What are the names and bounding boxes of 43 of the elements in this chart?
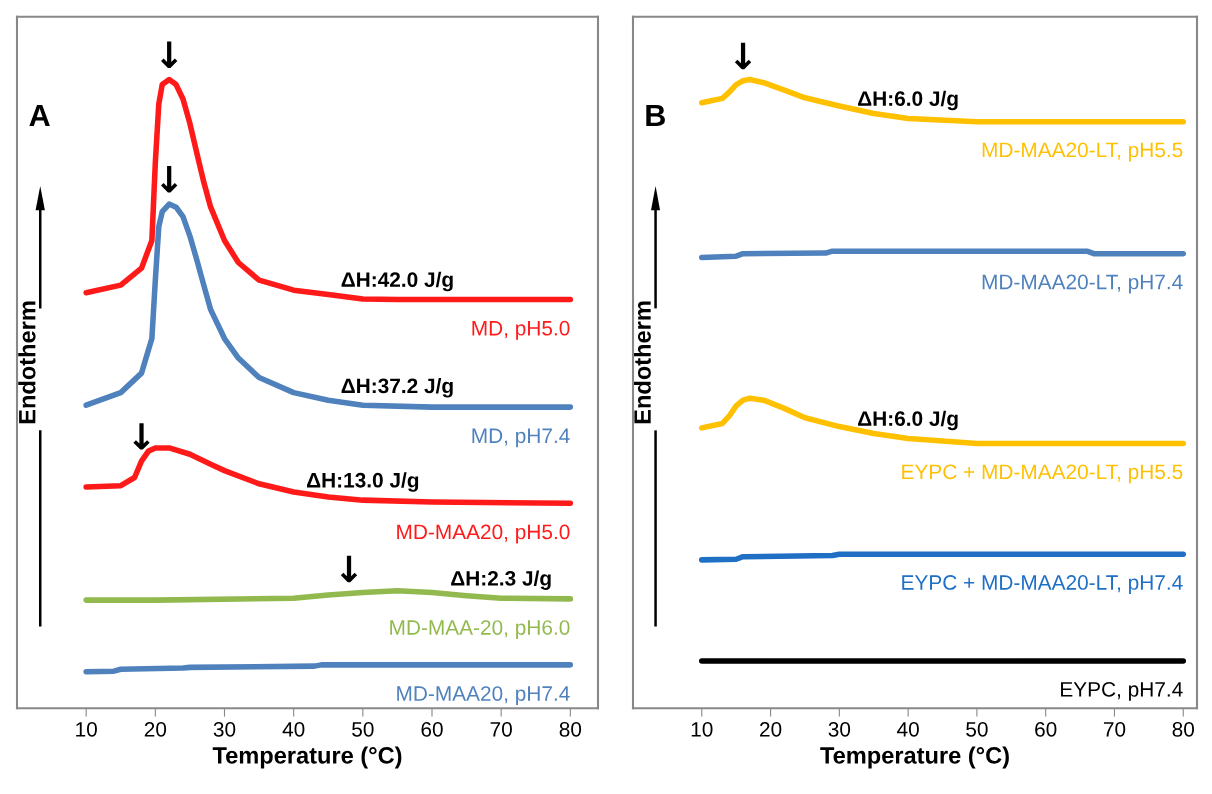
x-tick-label: 40 [282,721,305,737]
x-tick-label: 80 [1172,721,1195,737]
annotation: ΔH:42.0 J/g [341,271,453,292]
annotation: ΔH:37.2 J/g [341,378,453,398]
x-axis-title: Temperature (°C) [212,746,402,769]
series-label: EYPC, pH7.4 [1061,682,1183,701]
x-tick-label: 10 [691,721,713,737]
annotation: ↓ [133,423,150,450]
x-tick-label: 10 [76,721,97,737]
x-tick-label: 30 [213,721,236,737]
series-label: EYPC + MD-MAA20-LT, pH7.4 [902,575,1183,594]
x-tick-label: 70 [1103,721,1126,737]
annotation: ΔH:6.0 J/g [858,410,958,431]
x-tick-label: 30 [828,721,851,737]
y-axis-title: Endotherm [633,301,651,424]
series-label: MD, pH5.0 [472,320,570,340]
series-label: MD-MAA20-LT, pH5.5 [982,142,1183,162]
series-label: MD-MAA-20, pH6.0 [390,620,570,639]
annotation: ↓ [161,166,178,193]
x-tick-label: 50 [966,721,988,737]
x-tick-label: 50 [352,721,374,737]
x-axis-title: Temperature (°C) [820,746,1009,769]
series-label: EYPC + MD-MAA20-LT, pH5.5 [902,464,1183,484]
text: B [646,104,665,126]
annotation: ↓ [734,42,752,70]
y-axis-title: Endotherm [18,301,36,424]
series-label: MD, pH7.4 [472,428,570,448]
annotation: ΔH:2.3 J/g [451,570,551,590]
series-label: MD-MAA20, pH7.4 [397,686,570,706]
x-tick-label: 80 [559,721,582,737]
text: A [29,104,50,126]
annotation: ↓ [340,555,358,583]
x-tick-label: 20 [760,721,782,737]
x-tick-label: 60 [1035,721,1057,737]
annotation: ↓ [161,41,178,68]
x-tick-label: 60 [421,721,443,737]
x-tick-label: 70 [490,721,512,737]
annotation: ΔH:6.0 J/g [858,90,958,111]
x-tick-label: 40 [897,721,919,737]
annotation: ΔH:13.0 J/g [306,472,419,492]
series-label: MD-MAA20, pH5.0 [397,524,570,544]
series-label: MD-MAA20-LT, pH7.4 [982,274,1183,294]
x-tick-label: 20 [144,721,167,737]
